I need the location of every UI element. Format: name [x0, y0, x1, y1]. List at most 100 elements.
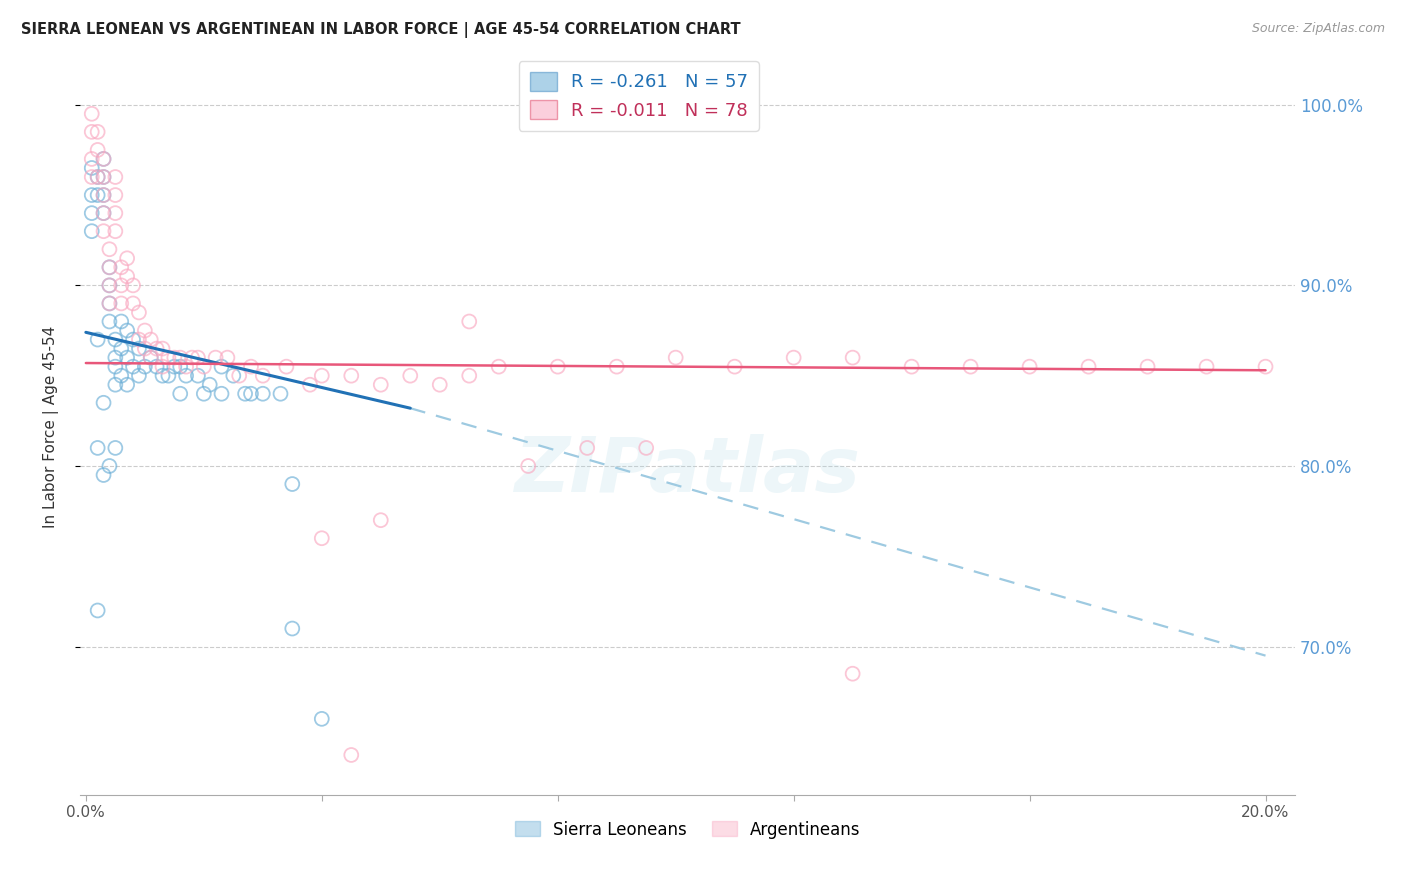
Point: [110, 278, 132, 293]
Point: [122, 296, 145, 310]
Point: [110, 368, 132, 383]
Point: [198, 377, 221, 392]
Point: [110, 342, 132, 356]
Point: [187, 368, 209, 383]
Point: [98, 458, 121, 473]
Point: [128, 333, 150, 347]
Point: [93, 188, 115, 202]
Point: [900, 359, 922, 374]
Point: [211, 386, 233, 401]
Point: [370, 377, 392, 392]
Y-axis label: In Labor Force | Age 45-54: In Labor Force | Age 45-54: [44, 326, 59, 528]
Point: [145, 342, 167, 356]
Point: [281, 477, 304, 491]
Point: [104, 206, 127, 220]
Point: [139, 351, 162, 365]
Point: [80, 161, 103, 175]
Point: [340, 368, 363, 383]
Point: [110, 314, 132, 328]
Point: [152, 342, 174, 356]
Point: [311, 531, 333, 545]
Point: [636, 441, 658, 455]
Point: [152, 359, 174, 374]
Point: [340, 747, 363, 762]
Point: [110, 296, 132, 310]
Point: [104, 169, 127, 184]
Point: [104, 224, 127, 238]
Point: [80, 206, 103, 220]
Point: [576, 441, 599, 455]
Point: [187, 351, 209, 365]
Point: [240, 386, 263, 401]
Point: [128, 342, 150, 356]
Point: [157, 351, 180, 365]
Point: [458, 314, 481, 328]
Point: [163, 359, 186, 374]
Point: [93, 152, 115, 166]
Point: [547, 359, 569, 374]
Point: [93, 224, 115, 238]
Point: [1254, 359, 1277, 374]
Text: SIERRA LEONEAN VS ARGENTINEAN IN LABOR FORCE | AGE 45-54 CORRELATION CHART: SIERRA LEONEAN VS ARGENTINEAN IN LABOR F…: [21, 22, 741, 38]
Point: [204, 351, 226, 365]
Point: [104, 377, 127, 392]
Point: [181, 351, 204, 365]
Point: [145, 359, 167, 374]
Point: [86, 603, 108, 617]
Text: Source: ZipAtlas.com: Source: ZipAtlas.com: [1251, 22, 1385, 36]
Text: ZIPatlas: ZIPatlas: [515, 434, 860, 508]
Point: [122, 278, 145, 293]
Point: [193, 386, 215, 401]
Point: [169, 351, 191, 365]
Point: [1136, 359, 1159, 374]
Point: [606, 359, 628, 374]
Point: [281, 622, 304, 636]
Point: [98, 296, 121, 310]
Point: [163, 351, 186, 365]
Point: [110, 260, 132, 275]
Point: [193, 359, 215, 374]
Point: [93, 468, 115, 483]
Point: [93, 169, 115, 184]
Point: [115, 377, 138, 392]
Point: [80, 107, 103, 121]
Legend: Sierra Leoneans, Argentineans: Sierra Leoneans, Argentineans: [508, 814, 868, 846]
Point: [152, 368, 174, 383]
Point: [86, 188, 108, 202]
Point: [252, 386, 274, 401]
Point: [93, 396, 115, 410]
Point: [134, 359, 156, 374]
Point: [98, 242, 121, 256]
Point: [233, 386, 256, 401]
Point: [370, 513, 392, 527]
Point: [399, 368, 422, 383]
Point: [782, 351, 804, 365]
Point: [80, 224, 103, 238]
Point: [134, 324, 156, 338]
Point: [222, 368, 245, 383]
Point: [1018, 359, 1040, 374]
Point: [240, 359, 263, 374]
Point: [104, 333, 127, 347]
Point: [98, 296, 121, 310]
Point: [80, 169, 103, 184]
Point: [959, 359, 981, 374]
Point: [86, 169, 108, 184]
Point: [488, 359, 510, 374]
Point: [311, 368, 333, 383]
Point: [128, 368, 150, 383]
Point: [1077, 359, 1099, 374]
Point: [1195, 359, 1218, 374]
Point: [93, 152, 115, 166]
Point: [93, 206, 115, 220]
Point: [458, 368, 481, 383]
Point: [115, 269, 138, 284]
Point: [98, 260, 121, 275]
Point: [517, 458, 540, 473]
Point: [98, 278, 121, 293]
Point: [128, 305, 150, 319]
Point: [115, 324, 138, 338]
Point: [80, 188, 103, 202]
Point: [104, 351, 127, 365]
Point: [93, 169, 115, 184]
